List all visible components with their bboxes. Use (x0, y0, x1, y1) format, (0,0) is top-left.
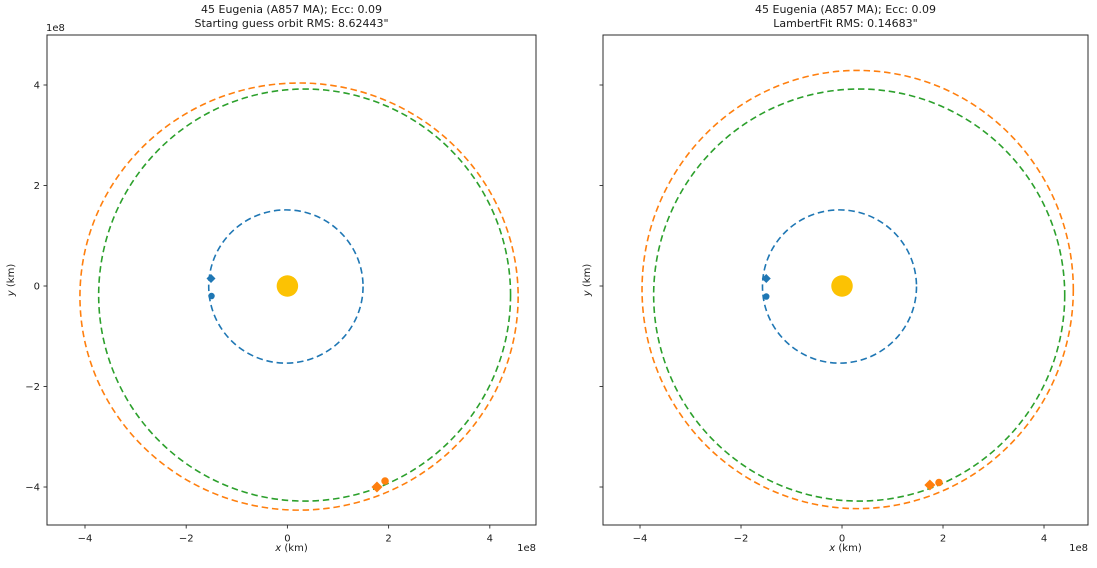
earth-obs-diamond (206, 273, 216, 283)
x-tick-label: 2 (940, 534, 946, 545)
left-plot-x-offset-label: 1e8 (517, 543, 536, 554)
x-tick-label: 4 (487, 534, 493, 545)
axes-frame (46, 34, 537, 526)
x-tick-label: 0 (284, 534, 290, 545)
earth-orbit-path (761, 209, 918, 364)
right-plot-ylabel-unit: (km) (582, 264, 593, 291)
right-plot-x-offset-label: 1e8 (1069, 543, 1088, 554)
x-tick-label: −4 (78, 534, 93, 545)
fitted-orbit-path (79, 82, 519, 511)
x-tick-label: −2 (734, 534, 749, 545)
left-plot-ylabel-var: y (6, 289, 17, 297)
right-plot-xlabel: x (km) (828, 543, 862, 554)
x-tick-label: 0 (839, 534, 845, 545)
asteroid-obs-dot (381, 477, 389, 485)
right-plot-title-line1: 45 Eugenia (A857 MA); Ecc: 0.09 (755, 3, 936, 16)
left-plot-xlabel-var: x (274, 543, 281, 554)
right-plot-title-line2: LambertFit RMS: 0.14683" (773, 17, 917, 30)
left-plot-xlabel-unit: (km) (281, 543, 308, 554)
earth-obs-diamond (761, 273, 771, 283)
y-tick-label: 0 (34, 282, 40, 293)
asteroid-obs-diamond (924, 479, 936, 491)
left-plot-axes: −4 −2 0 2 4 4 2 0 −2 −4 (25, 34, 537, 545)
left-plot-ylabel-unit: (km) (6, 264, 17, 291)
y-tick-label: 2 (34, 181, 40, 192)
y-tick-label: −4 (25, 483, 40, 494)
x-tick-label: −4 (633, 534, 648, 545)
asteroid-obs-diamond (371, 481, 383, 493)
right-plot-ylabel: y (km) (582, 264, 593, 298)
true-orbit-path (652, 88, 1066, 502)
right-plot-xlabel-unit: (km) (835, 543, 862, 554)
y-tick-label: −2 (25, 382, 40, 393)
x-tick-label: 4 (1041, 534, 1047, 545)
left-plot-title-line2: Starting guess orbit RMS: 8.62443" (194, 17, 388, 30)
earth-orbit-path (207, 209, 364, 364)
earth-obs-dot (208, 292, 215, 300)
x-tick-label: −2 (179, 534, 194, 545)
left-plot-ylabel: y (km) (6, 264, 17, 298)
sun-marker (276, 275, 299, 297)
left-plot-y-offset-label: 1e8 (46, 23, 65, 34)
fitted-orbit-path (641, 69, 1075, 510)
asteroid-obs-dot (935, 478, 943, 487)
x-tick-label: 2 (385, 534, 391, 545)
subplot-left: 45 Eugenia (A857 MA); Ecc: 0.09 Starting… (6, 3, 537, 554)
axes-frame (602, 34, 1089, 526)
true-orbit-path (97, 88, 512, 502)
sun-marker (831, 275, 853, 297)
subplot-right: 45 Eugenia (A857 MA); Ecc: 0.09 LambertF… (582, 3, 1089, 554)
left-plot-title-line1: 45 Eugenia (A857 MA); Ecc: 0.09 (201, 3, 382, 16)
right-plot-ylabel-var: y (582, 289, 593, 297)
left-plot-xlabel: x (km) (274, 543, 308, 554)
right-plot-axes: −4 −2 0 2 4 (599, 34, 1089, 545)
y-tick-label: 4 (34, 81, 40, 92)
right-plot-xlabel-var: x (828, 543, 835, 554)
earth-obs-dot (763, 293, 770, 300)
